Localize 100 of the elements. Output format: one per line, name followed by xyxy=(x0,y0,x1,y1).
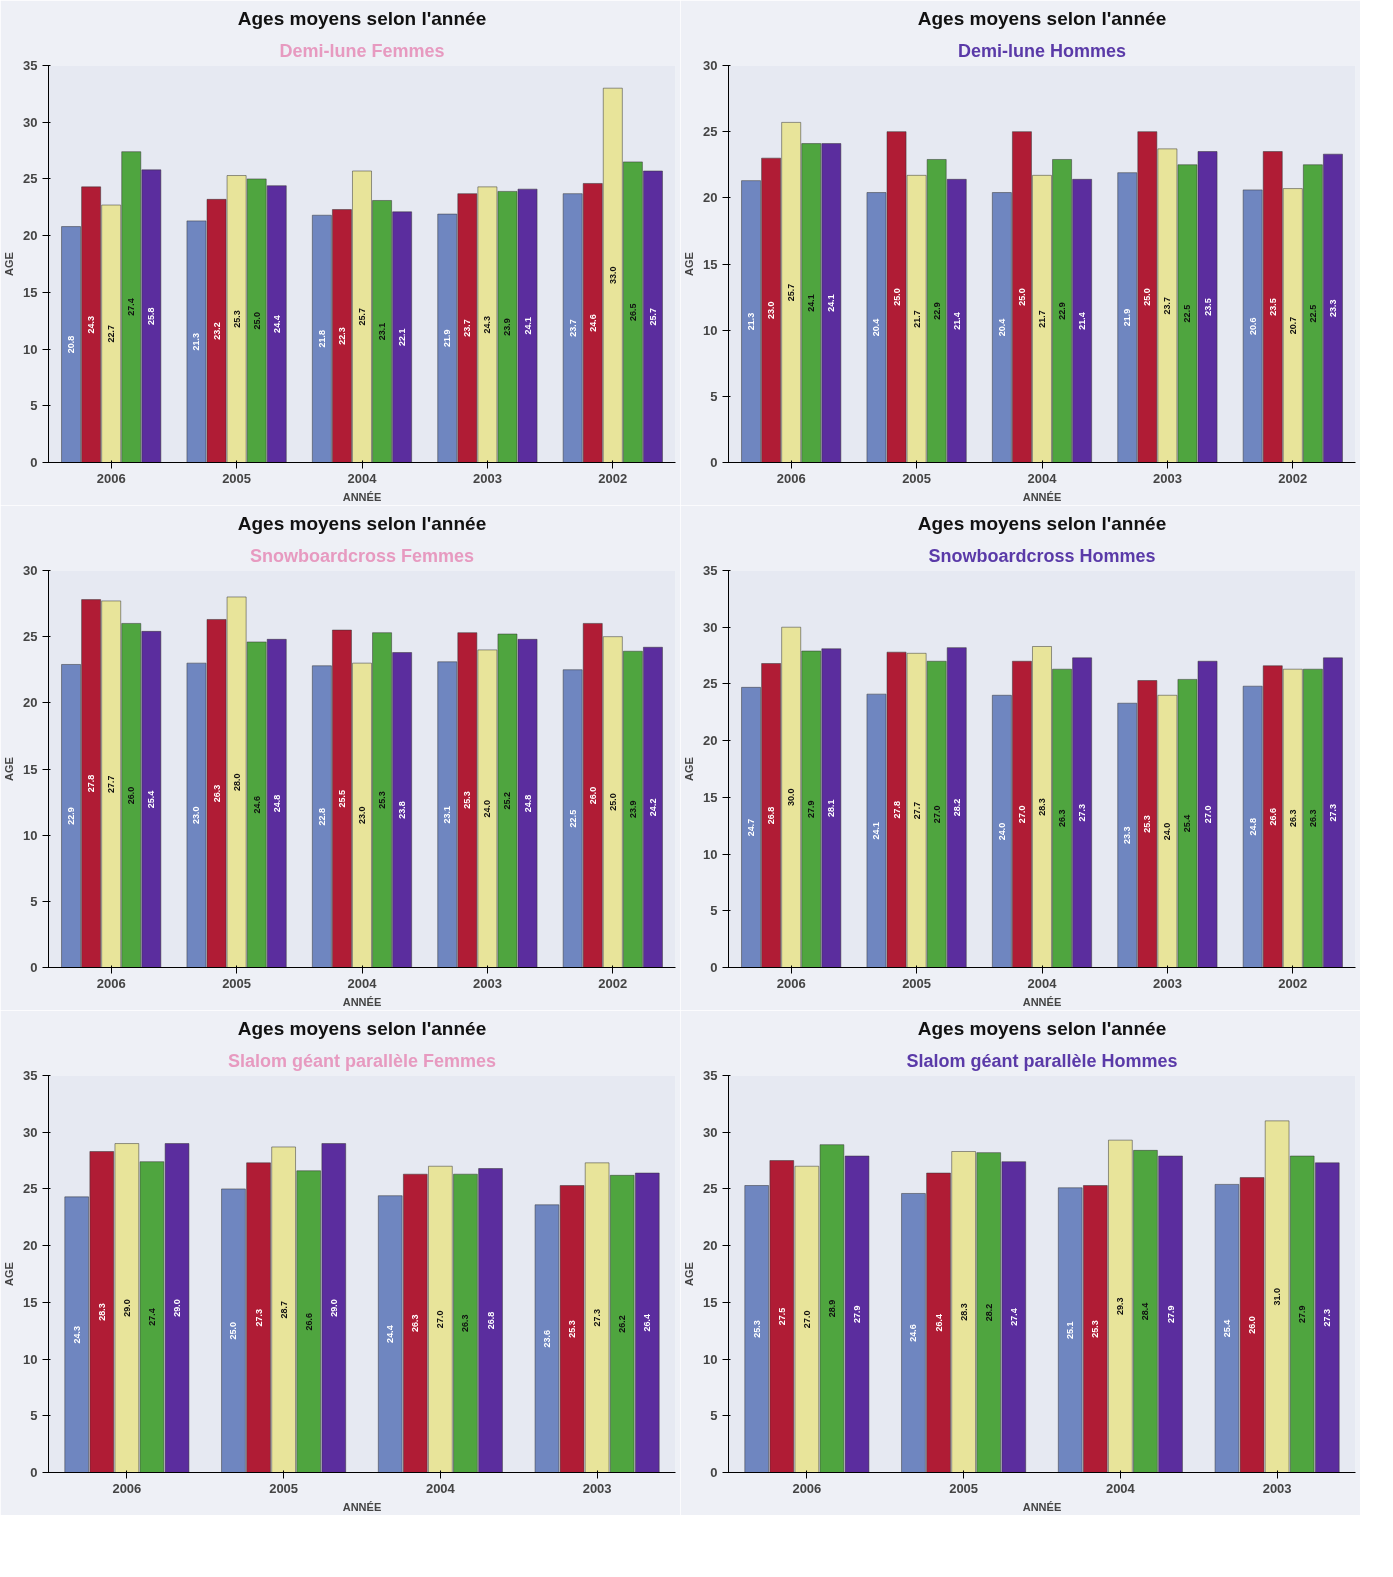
data-label: 27.3 xyxy=(253,1308,264,1327)
x-tick-label: 2006 xyxy=(776,975,806,991)
chart-subtitle: Snowboardcross Hommes xyxy=(928,545,1156,566)
y-tick-label: 10 xyxy=(23,827,38,843)
y-tick-label: 5 xyxy=(30,398,38,414)
data-label: 24.1 xyxy=(826,294,837,312)
data-label: 27.0 xyxy=(931,805,942,824)
x-tick-label: 2002 xyxy=(598,975,628,991)
data-label: 23.2 xyxy=(211,322,222,340)
data-label: 25.4 xyxy=(146,790,157,809)
x-tick-label: 2006 xyxy=(776,470,806,486)
data-label: 25.2 xyxy=(502,791,513,810)
data-label: 24.3 xyxy=(86,315,97,334)
y-tick-label: 5 xyxy=(710,388,718,404)
data-label: 22.9 xyxy=(931,302,942,320)
y-tick-label: 35 xyxy=(23,1068,38,1083)
data-label: 24.3 xyxy=(482,315,493,334)
data-label: 27.5 xyxy=(776,1307,787,1326)
data-label: 25.3 xyxy=(1090,1320,1101,1338)
data-label: 25.3 xyxy=(231,310,242,328)
data-label: 24.6 xyxy=(587,314,598,332)
data-label: 25.7 xyxy=(786,283,797,302)
x-tick-label: 2002 xyxy=(1278,975,1308,991)
data-label: 23.1 xyxy=(442,805,453,824)
y-tick-label: 0 xyxy=(30,960,38,975)
y-tick-label: 30 xyxy=(703,619,718,635)
data-label: 26.5 xyxy=(627,303,638,321)
data-label: 26.4 xyxy=(642,1314,653,1332)
y-tick-label: 5 xyxy=(710,903,718,919)
y-axis-title: AGE xyxy=(683,757,696,781)
x-tick-label: 2002 xyxy=(1278,470,1308,486)
y-tick-label: 15 xyxy=(23,284,38,300)
data-label: 24.8 xyxy=(271,794,282,813)
y-tick-label: 0 xyxy=(710,960,718,975)
y-tick-label: 10 xyxy=(703,846,718,862)
y-tick-label: 0 xyxy=(30,455,38,470)
data-label: 28.3 xyxy=(96,1303,107,1321)
data-label: 25.4 xyxy=(1221,1319,1232,1338)
y-tick-label: 5 xyxy=(710,1408,718,1424)
y-tick-label: 0 xyxy=(710,455,718,470)
data-label: 26.2 xyxy=(617,1315,628,1333)
data-label: 27.4 xyxy=(1008,1308,1019,1326)
chart-subtitle: Slalom géant parallèle Hommes xyxy=(906,1050,1178,1071)
y-axis-title: AGE xyxy=(3,1262,16,1286)
data-label: 27.4 xyxy=(126,298,137,316)
data-label: 24.1 xyxy=(522,317,533,335)
y-tick-label: 20 xyxy=(23,695,38,711)
chart-subtitle: Demi-lune Hommes xyxy=(957,40,1127,61)
y-tick-label: 25 xyxy=(23,171,38,187)
data-label: 23.7 xyxy=(567,319,578,337)
data-label: 27.0 xyxy=(1016,805,1027,824)
data-label: 24.4 xyxy=(385,1325,396,1343)
y-axis-title: AGE xyxy=(3,757,16,781)
x-tick-label: 2003 xyxy=(1262,1480,1292,1496)
data-label: 25.0 xyxy=(607,793,618,811)
data-label: 26.0 xyxy=(1247,1316,1258,1334)
data-label: 26.6 xyxy=(303,1312,314,1331)
data-label: 25.0 xyxy=(251,311,262,330)
data-label: 25.0 xyxy=(891,288,902,306)
chart-subtitle: Demi-lune Femmes xyxy=(279,40,445,61)
chart-title: Ages moyens selon l'année xyxy=(917,7,1167,29)
y-tick-label: 25 xyxy=(23,629,38,645)
data-label: 33.0 xyxy=(607,266,618,285)
y-tick-label: 35 xyxy=(23,58,38,73)
data-label: 24.1 xyxy=(806,294,817,312)
x-tick-label: 2005 xyxy=(949,1480,979,1496)
data-label: 23.9 xyxy=(502,318,513,336)
x-tick-label: 2006 xyxy=(96,975,126,991)
data-label: 21.7 xyxy=(911,310,922,328)
data-label: 23.5 xyxy=(1202,298,1213,316)
data-label: 27.7 xyxy=(911,801,922,820)
x-tick-label: 2004 xyxy=(1105,1480,1136,1496)
x-tick-label: 2003 xyxy=(1152,975,1182,991)
data-label: 25.3 xyxy=(751,1320,762,1338)
y-tick-label: 15 xyxy=(703,1294,718,1310)
data-label: 20.8 xyxy=(66,335,77,354)
y-tick-label: 35 xyxy=(703,1068,718,1083)
data-label: 23.0 xyxy=(357,806,367,825)
data-label: 26.3 xyxy=(410,1314,421,1333)
y-tick-label: 20 xyxy=(23,228,38,244)
y-axis-title: AGE xyxy=(683,1262,696,1286)
data-label: 22.3 xyxy=(336,327,347,345)
x-axis-title: ANNÉE xyxy=(342,995,382,1008)
data-label: 25.1 xyxy=(1065,1321,1076,1339)
data-label: 23.3 xyxy=(1122,826,1133,845)
data-label: 27.0 xyxy=(1202,805,1213,824)
data-label: 25.7 xyxy=(647,307,658,326)
data-label: 27.3 xyxy=(592,1308,603,1327)
y-tick-label: 0 xyxy=(30,1465,38,1480)
x-tick-label: 2002 xyxy=(598,470,628,486)
data-label: 26.3 xyxy=(460,1314,471,1333)
data-label: 22.5 xyxy=(1307,304,1318,323)
data-label: 22.9 xyxy=(1057,302,1068,320)
x-tick-label: 2004 xyxy=(347,975,378,991)
data-label: 25.4 xyxy=(1182,814,1193,833)
x-axis-title: ANNÉE xyxy=(342,490,382,503)
y-tick-label: 35 xyxy=(703,563,718,578)
data-label: 21.8 xyxy=(316,330,327,348)
data-label: 31.0 xyxy=(1272,1287,1283,1306)
x-tick-label: 2003 xyxy=(472,975,502,991)
